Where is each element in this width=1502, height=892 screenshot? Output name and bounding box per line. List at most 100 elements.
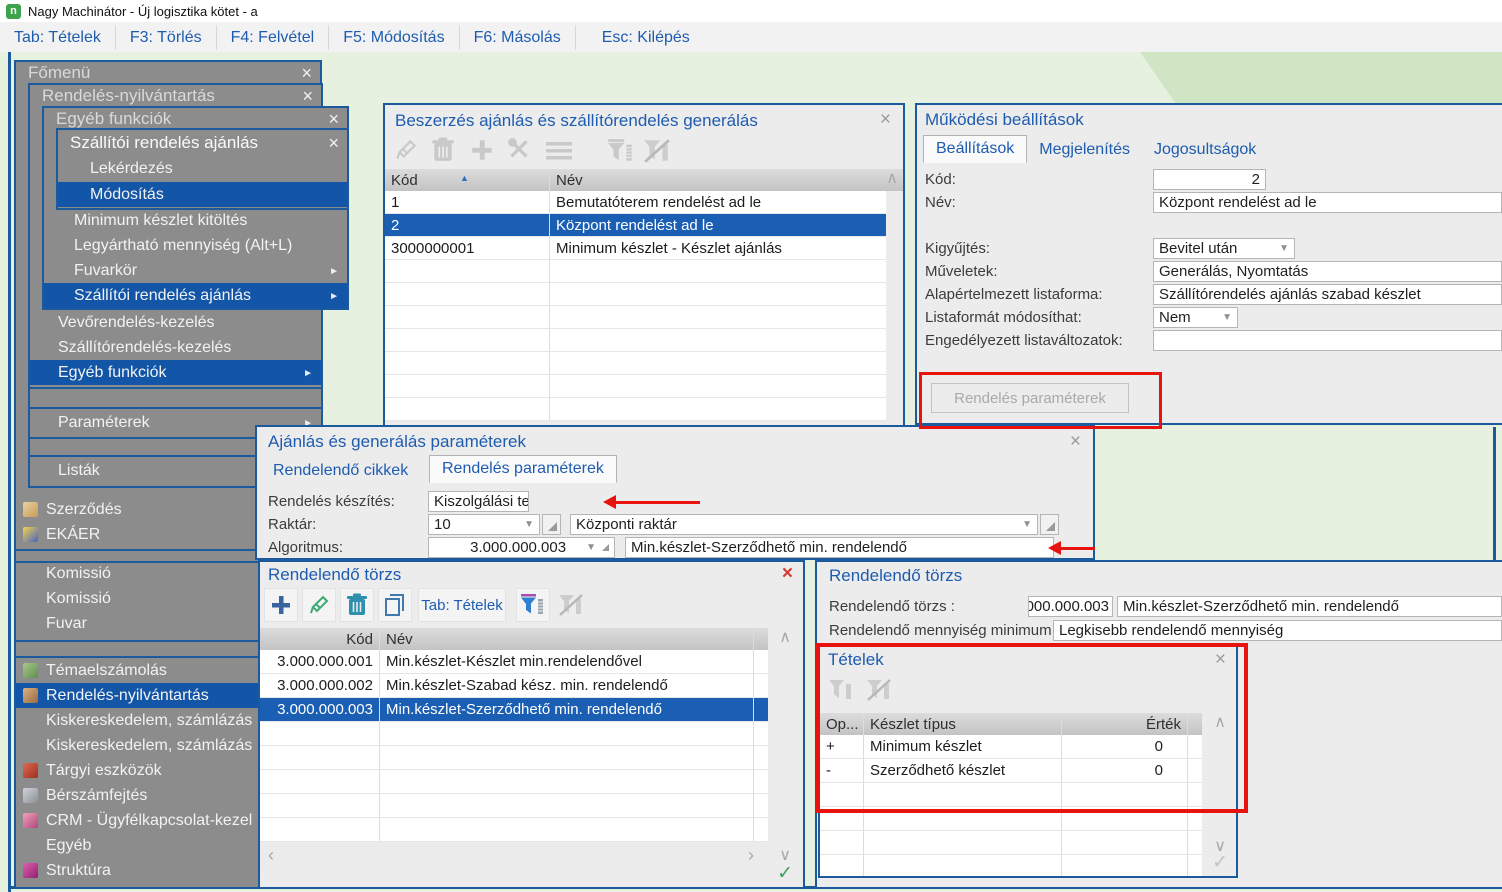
- listaforma-field[interactable]: Szállítórendelés ajánlás szabad készlet: [1153, 284, 1502, 305]
- menu-item-parameterek[interactable]: Paraméterek ►: [30, 410, 321, 435]
- table-row[interactable]: + Minimum készlet 0: [820, 735, 1202, 759]
- tools-icon[interactable]: [507, 137, 533, 168]
- minimum-field[interactable]: Legkisebb rendelendő mennyiség: [1053, 620, 1502, 641]
- horizontal-scrollbar[interactable]: ‹ ›: [260, 844, 768, 868]
- shortcut-f3-torles[interactable]: F3: Törlés: [116, 24, 217, 50]
- shortcut-f4-felvetel[interactable]: F4: Felvétel: [217, 24, 330, 50]
- table-row-selected[interactable]: 2 Központ rendelést ad le: [385, 214, 886, 237]
- nev-field[interactable]: Központ rendelést ad le: [1153, 192, 1502, 213]
- scroll-up-icon[interactable]: ∧: [1214, 714, 1226, 731]
- torzs-code-field[interactable]: 3.000.000.003: [1028, 596, 1113, 617]
- copy-icon[interactable]: [378, 588, 412, 622]
- menu-item-szallitorendeles[interactable]: Szállítórendelés-kezelés: [30, 335, 321, 360]
- fomenu-item-kisker-1[interactable]: Kiskereskedelem, számlázás: [16, 708, 320, 733]
- menu-item-modositas[interactable]: Módosítás: [58, 182, 347, 207]
- table-row[interactable]: 3000000001 Minimum készlet - Készlet ajá…: [385, 237, 886, 260]
- muveletek-field[interactable]: Generálás, Nyomtatás: [1153, 261, 1502, 282]
- scroll-left-icon[interactable]: ‹: [268, 845, 274, 865]
- fomenu-item-komissio-1[interactable]: Komissió: [16, 561, 320, 586]
- fomenu-item-berszamfejtes[interactable]: Bérszámfejtés: [16, 783, 320, 808]
- scroll-down-icon[interactable]: ∨: [779, 847, 791, 864]
- tab-tetelek-button[interactable]: Tab: Tételek: [418, 588, 506, 622]
- tetelek-table-header[interactable]: Op... Készlet típus Érték: [820, 713, 1202, 735]
- raktar-code-dropdown[interactable]: 10 ▼: [428, 514, 540, 535]
- menu-item-vevorendeles[interactable]: Vevőrendelés-kezelés: [30, 310, 321, 335]
- fomenu-item-fuvar[interactable]: Fuvar: [16, 611, 320, 636]
- edit-icon[interactable]: [393, 137, 419, 168]
- menu-item-szallitoi-rendeles-ajanlas[interactable]: Szállítói rendelés ajánlás ►: [44, 283, 347, 308]
- fomenu-item-kisker-2[interactable]: Kiskereskedelem, számlázás: [16, 733, 320, 758]
- menu-item-listak[interactable]: Listák: [30, 458, 321, 483]
- tab-rendeles-parameterek[interactable]: Rendelés paraméterek: [429, 455, 617, 483]
- table-row[interactable]: 3.000.000.001 Min.készlet-Készlet min.re…: [260, 650, 768, 674]
- kigyujtes-dropdown[interactable]: Bevitel után ▼: [1153, 238, 1295, 259]
- tab-beallitasok[interactable]: Beállítások: [923, 135, 1028, 163]
- menu-item-minimum-keszlet-kitoltes[interactable]: Minimum készlet kitöltés: [44, 208, 347, 233]
- fomenu-item-komissio-2[interactable]: Komissió: [16, 586, 320, 611]
- filter-icon[interactable]: [516, 588, 550, 622]
- rendeles-keszites-dropdown[interactable]: Kiszolgálási terv ▼: [428, 491, 529, 512]
- menu-item-egyeb-funkciok[interactable]: Egyéb funkciók ►: [30, 360, 321, 385]
- raktar-lookup-button[interactable]: [542, 514, 561, 535]
- filter-icon[interactable]: [607, 138, 635, 169]
- raktar-name-field[interactable]: Központi raktár ▼: [570, 514, 1038, 535]
- confirm-check-icon[interactable]: ✓: [777, 863, 793, 884]
- scroll-up-icon[interactable]: ∧: [779, 629, 791, 646]
- algoritmus-name-field[interactable]: Min.készlet-Szerződhető min. rendelendő: [625, 537, 1054, 558]
- fomenu-item-targyi-eszkozok[interactable]: Tárgyi eszközök: [16, 758, 320, 783]
- close-icon[interactable]: ×: [302, 85, 313, 106]
- scroll-right-icon[interactable]: ›: [748, 845, 754, 865]
- fomenu-item-ekaer[interactable]: EKÁER: [16, 522, 320, 547]
- kod-field[interactable]: 2: [1153, 169, 1266, 190]
- delete-icon[interactable]: [340, 588, 374, 622]
- scroll-down-icon[interactable]: ∨: [1214, 838, 1226, 855]
- menu-item-fuvarkor[interactable]: Fuvarkör ►: [44, 258, 347, 283]
- scroll-up-icon[interactable]: ∧: [886, 170, 898, 187]
- filter-clear-icon[interactable]: [554, 588, 588, 622]
- table-row[interactable]: 3.000.000.002 Min.készlet-Szabad kész. m…: [260, 674, 768, 698]
- beszerzes-table-header[interactable]: Kód ▲ Név: [385, 169, 903, 191]
- close-icon[interactable]: ×: [781, 563, 793, 584]
- shortcut-f6-masolas[interactable]: F6: Másolás: [460, 24, 576, 50]
- algoritmus-code-dropdown[interactable]: 3.000.000.003 ▼: [428, 537, 615, 558]
- edit-icon[interactable]: [302, 588, 336, 622]
- close-icon[interactable]: ×: [1069, 431, 1081, 452]
- fomenu-item-crm[interactable]: CRM - Ügyfélkapcsolat-kezel: [16, 808, 320, 833]
- modosithat-dropdown[interactable]: Nem ▼: [1153, 307, 1238, 328]
- close-icon[interactable]: ×: [328, 132, 339, 153]
- fomenu-item-szerzodes[interactable]: Szerződés: [16, 497, 320, 522]
- close-icon[interactable]: ×: [879, 109, 891, 130]
- shortcut-esc-kilepes[interactable]: Esc: Kilépés: [601, 28, 690, 46]
- torzs-name-field[interactable]: Min.készlet-Szerződhető min. rendelendő: [1117, 596, 1502, 617]
- fixed-assets-icon: [23, 763, 38, 778]
- shortcut-tab-tetelek[interactable]: Tab: Tételek: [0, 24, 116, 50]
- table-row[interactable]: 1 Bemutatóterem rendelést ad le: [385, 191, 886, 214]
- close-icon[interactable]: ×: [1214, 649, 1226, 670]
- fomenu-item-egyeb[interactable]: Egyéb: [16, 833, 320, 858]
- menu-lines-icon[interactable]: [545, 140, 573, 167]
- engedelyezett-field[interactable]: [1153, 330, 1502, 351]
- torzs-left-table-header[interactable]: Kód Név: [260, 628, 768, 650]
- add-icon[interactable]: [469, 137, 495, 168]
- close-icon[interactable]: ×: [301, 62, 312, 83]
- annotation-rect-tetelek: [816, 643, 1248, 813]
- add-icon[interactable]: [264, 588, 298, 622]
- menu-item-lekerdezes[interactable]: Lekérdezés: [58, 156, 347, 181]
- tab-jogosultsagok[interactable]: Jogosultságok: [1153, 141, 1257, 158]
- rendeles-parameterek-button[interactable]: Rendelés paraméterek: [931, 383, 1129, 413]
- filter-icon[interactable]: [824, 673, 858, 707]
- shortcut-f5-modositas[interactable]: F5: Módosítás: [329, 24, 460, 50]
- raktar-name-lookup-button[interactable]: [1040, 514, 1059, 535]
- confirm-check-icon[interactable]: ✓: [1212, 852, 1228, 873]
- tab-megjelenites[interactable]: Megjelenítés: [1039, 141, 1130, 158]
- close-icon[interactable]: ×: [328, 108, 339, 129]
- menu-item-legyarthato-mennyiseg[interactable]: Legyártható mennyiség (Alt+L): [44, 233, 347, 258]
- filter-clear-icon[interactable]: [643, 138, 671, 169]
- tab-rendelendo-cikkek[interactable]: Rendelendő cikkek: [273, 462, 409, 479]
- table-row-selected[interactable]: 3.000.000.003 Min.készlet-Szerződhető mi…: [260, 698, 768, 722]
- table-row[interactable]: - Szerződhető készlet 0: [820, 759, 1202, 783]
- fomenu-item-struktura[interactable]: Struktúra: [16, 858, 320, 883]
- delete-icon[interactable]: [431, 137, 455, 168]
- fomenu-item-temaelszamolas[interactable]: Témaelszámolás: [16, 658, 320, 683]
- filter-clear-icon[interactable]: [862, 673, 896, 707]
